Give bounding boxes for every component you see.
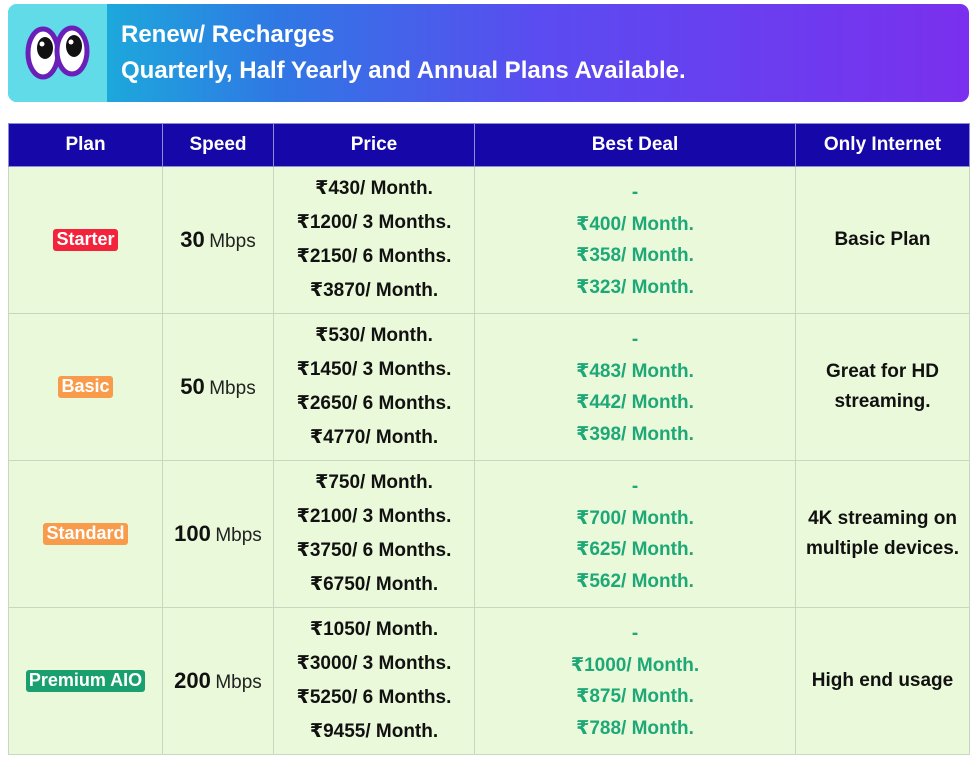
deal-cell: - ₹700/ Month. ₹625/ Month. ₹562/ Month. bbox=[474, 460, 796, 608]
price-cell: ₹1050/ Month. ₹3000/ 3 Months. ₹5250/ 6 … bbox=[273, 607, 475, 755]
price-monthly: ₹750/ Month. bbox=[315, 472, 433, 493]
price-3-months: ₹3000/ 3 Months. bbox=[296, 653, 452, 674]
speed-unit: Mbps bbox=[215, 525, 262, 546]
price-cell: ₹530/ Month. ₹1450/ 3 Months. ₹2650/ 6 M… bbox=[273, 313, 475, 461]
price-6-months: ₹2650/ 6 Months. bbox=[296, 393, 452, 414]
deal-monthly: - bbox=[631, 476, 639, 497]
banner-title: Renew/ Recharges bbox=[121, 21, 335, 48]
deal-6-months: ₹442/ Month. bbox=[576, 392, 694, 413]
price-monthly: ₹1050/ Month. bbox=[309, 619, 439, 640]
price-annual: ₹4770/ Month. bbox=[309, 427, 439, 448]
deal-cell: - ₹1000/ Month. ₹875/ Month. ₹788/ Month… bbox=[474, 607, 796, 755]
banner-subtitle: Quarterly, Half Yearly and Annual Plans … bbox=[121, 57, 686, 84]
note-cell: High end usage bbox=[795, 607, 970, 755]
speed-cell: 50 Mbps bbox=[162, 313, 274, 461]
banner-text: Renew/ Recharges Quarterly, Half Yearly … bbox=[107, 4, 686, 102]
speed-cell: 200 Mbps bbox=[162, 607, 274, 755]
speed-unit: Mbps bbox=[209, 231, 256, 252]
speed-value: 100 bbox=[174, 521, 211, 546]
table-row: Premium AIO 200 Mbps ₹1050/ Month. ₹3000… bbox=[8, 607, 970, 755]
note-cell: Great for HD streaming. bbox=[795, 313, 970, 461]
deal-6-months: ₹358/ Month. bbox=[576, 245, 694, 266]
header-speed: Speed bbox=[162, 123, 274, 167]
plan-note: High end usage bbox=[811, 670, 954, 691]
price-cell: ₹750/ Month. ₹2100/ 3 Months. ₹3750/ 6 M… bbox=[273, 460, 475, 608]
speed-value: 30 bbox=[180, 227, 205, 252]
price-monthly: ₹430/ Month. bbox=[315, 178, 433, 199]
price-6-months: ₹5250/ 6 Months. bbox=[296, 687, 452, 708]
plan-badge: Standard bbox=[43, 523, 128, 545]
price-annual: ₹3870/ Month. bbox=[309, 280, 439, 301]
price-annual: ₹6750/ Month. bbox=[309, 574, 439, 595]
speed-unit: Mbps bbox=[209, 378, 256, 399]
plan-cell: Starter bbox=[8, 166, 163, 314]
deal-annual: ₹788/ Month. bbox=[576, 717, 694, 739]
price-6-months: ₹2150/ 6 Months. bbox=[296, 246, 452, 267]
header-best-deal: Best Deal bbox=[474, 123, 796, 167]
plan-cell: Standard bbox=[8, 460, 163, 608]
table-row: Standard 100 Mbps ₹750/ Month. ₹2100/ 3 … bbox=[8, 460, 970, 608]
speed-value: 200 bbox=[174, 668, 211, 693]
plan-cell: Premium AIO bbox=[8, 607, 163, 755]
deal-3-months: ₹400/ Month. bbox=[576, 213, 694, 235]
plan-badge: Premium AIO bbox=[25, 670, 146, 692]
deal-6-months: ₹875/ Month. bbox=[576, 686, 694, 707]
deal-annual: ₹323/ Month. bbox=[576, 276, 694, 298]
table-header-row: Plan Speed Price Best Deal Only Internet bbox=[8, 123, 970, 167]
deal-3-months: ₹1000/ Month. bbox=[570, 654, 700, 676]
header-price: Price bbox=[273, 123, 475, 167]
plan-note: Basic Plan bbox=[834, 229, 931, 250]
note-cell: 4K streaming on multiple devices. bbox=[795, 460, 970, 608]
speed-cell: 100 Mbps bbox=[162, 460, 274, 608]
price-monthly: ₹530/ Month. bbox=[315, 325, 433, 346]
header-banner: Renew/ Recharges Quarterly, Half Yearly … bbox=[8, 4, 969, 102]
price-cell: ₹430/ Month. ₹1200/ 3 Months. ₹2150/ 6 M… bbox=[273, 166, 475, 314]
plans-table: Plan Speed Price Best Deal Only Internet… bbox=[8, 123, 970, 755]
price-3-months: ₹2100/ 3 Months. bbox=[296, 506, 452, 527]
deal-monthly: - bbox=[631, 182, 639, 203]
speed-cell: 30 Mbps bbox=[162, 166, 274, 314]
note-cell: Basic Plan bbox=[795, 166, 970, 314]
speed-unit: Mbps bbox=[215, 672, 262, 693]
header-only-internet: Only Internet bbox=[795, 123, 970, 167]
deal-annual: ₹398/ Month. bbox=[576, 423, 694, 445]
price-annual: ₹9455/ Month. bbox=[309, 721, 439, 742]
plan-badge: Starter bbox=[53, 229, 118, 251]
table-row: Starter 30 Mbps ₹430/ Month. ₹1200/ 3 Mo… bbox=[8, 166, 970, 314]
deal-3-months: ₹483/ Month. bbox=[576, 360, 694, 382]
deal-3-months: ₹700/ Month. bbox=[576, 507, 694, 529]
plan-note: Great for HD streaming. bbox=[826, 361, 939, 412]
deal-monthly: - bbox=[631, 623, 639, 644]
table-row: Basic 50 Mbps ₹530/ Month. ₹1450/ 3 Mont… bbox=[8, 313, 970, 461]
price-3-months: ₹1200/ 3 Months. bbox=[296, 212, 452, 233]
deal-cell: - ₹483/ Month. ₹442/ Month. ₹398/ Month. bbox=[474, 313, 796, 461]
deal-annual: ₹562/ Month. bbox=[576, 570, 694, 592]
price-3-months: ₹1450/ 3 Months. bbox=[296, 359, 452, 380]
speed-value: 50 bbox=[180, 374, 205, 399]
deal-6-months: ₹625/ Month. bbox=[576, 539, 694, 560]
price-6-months: ₹3750/ 6 Months. bbox=[296, 540, 452, 561]
logo-panel bbox=[8, 4, 107, 102]
deal-cell: - ₹400/ Month. ₹358/ Month. ₹323/ Month. bbox=[474, 166, 796, 314]
plan-badge: Basic bbox=[58, 376, 113, 398]
plan-note: 4K streaming on multiple devices. bbox=[805, 508, 960, 559]
plan-cell: Basic bbox=[8, 313, 163, 461]
deal-monthly: - bbox=[631, 329, 639, 350]
header-plan: Plan bbox=[8, 123, 163, 167]
cartoon-eyes-icon bbox=[25, 25, 89, 80]
